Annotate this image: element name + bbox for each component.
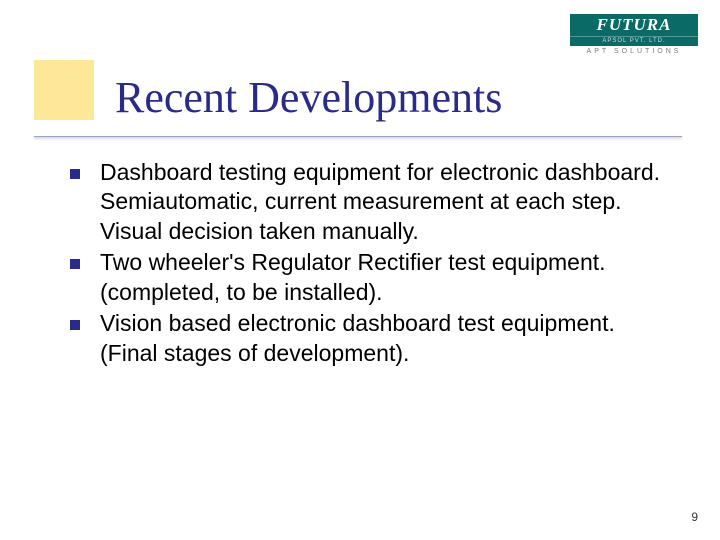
list-item-text: Two wheeler's Regulator Rectifier test e… xyxy=(100,248,660,307)
list-item-text: Dashboard testing equipment for electron… xyxy=(100,158,660,246)
square-bullet-icon xyxy=(70,320,80,330)
slide-title: Recent Developments xyxy=(115,72,502,123)
square-bullet-icon xyxy=(70,169,80,179)
list-item: Two wheeler's Regulator Rectifier test e… xyxy=(70,248,660,307)
title-underline xyxy=(34,134,682,137)
slide: FUTURA APSOL PVT. LTD. APT SOLUTIONS Rec… xyxy=(0,0,720,540)
bullet-list: Dashboard testing equipment for electron… xyxy=(70,158,660,370)
logo-tagline: APT SOLUTIONS xyxy=(570,46,698,55)
company-logo: FUTURA APSOL PVT. LTD. APT SOLUTIONS xyxy=(570,14,698,55)
logo-brand: FUTURA xyxy=(570,14,698,36)
logo-subline: APSOL PVT. LTD. xyxy=(570,36,698,46)
list-item: Dashboard testing equipment for electron… xyxy=(70,158,660,246)
list-item-text: Vision based electronic dashboard test e… xyxy=(100,309,660,368)
accent-block xyxy=(34,60,94,120)
square-bullet-icon xyxy=(70,259,80,269)
list-item: Vision based electronic dashboard test e… xyxy=(70,309,660,368)
page-number: 9 xyxy=(691,510,698,524)
